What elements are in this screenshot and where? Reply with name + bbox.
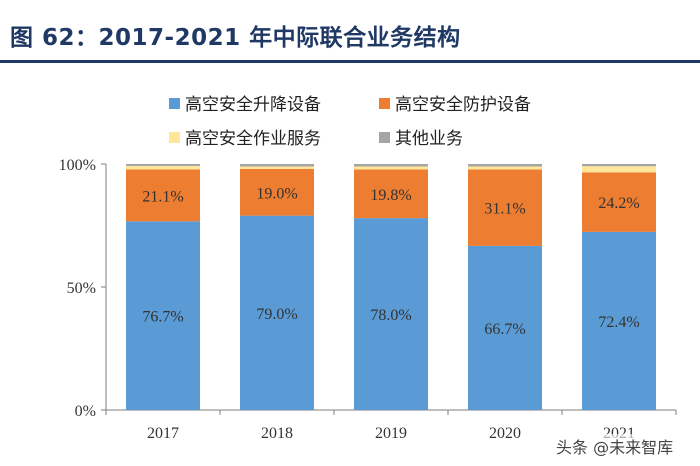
chart-title: 图 62：2017-2021 年中际联合业务结构 [10, 25, 461, 51]
bar-segment [126, 165, 200, 170]
bar-segment [582, 166, 656, 173]
legend-label-1: 高空安全升降设备 [185, 95, 321, 115]
bar-segment [240, 215, 314, 410]
bar-segment [354, 164, 428, 167]
bar-segment [582, 164, 656, 167]
data-label: 79.0% [256, 306, 297, 323]
bar-segment [468, 169, 542, 246]
data-label: 19.8% [370, 187, 411, 204]
bar-segment [240, 164, 314, 167]
bar-segment [354, 166, 428, 170]
data-label: 31.1% [484, 201, 525, 218]
legend-label-4: 其他业务 [395, 129, 463, 149]
legend-label-2: 高空安全防护设备 [395, 95, 531, 115]
data-label: 78.0% [370, 307, 411, 324]
data-label: 19.0% [256, 185, 297, 202]
bars [126, 164, 656, 410]
legend-swatch-3 [169, 132, 180, 143]
bar-segment [468, 245, 542, 410]
x-tick-label: 2019 [375, 425, 407, 442]
bar-segment [126, 164, 200, 166]
axes: 0%50%100%20172018201920202021 [59, 157, 677, 442]
bar-segment [582, 231, 656, 410]
bar-segment [354, 169, 428, 219]
y-tick-label: 100% [59, 157, 96, 174]
bar-segment [582, 172, 656, 232]
x-tick-label: 2018 [261, 425, 293, 442]
data-label: 66.7% [484, 321, 525, 338]
x-tick-label: 2017 [147, 425, 179, 442]
data-label: 24.2% [598, 195, 639, 212]
legend-swatch-1 [169, 98, 180, 109]
data-labels: 76.7% 21.1% 79.0% 19.0% 78.0% 19.8% 66.7% 31.1%… [142, 185, 639, 338]
x-tick-label: 2020 [489, 425, 521, 442]
bar-segment [354, 218, 428, 410]
data-label: 76.7% [142, 309, 183, 326]
data-label: 72.4% [598, 314, 639, 331]
bar-segment [468, 164, 542, 167]
legend-swatch-2 [379, 98, 390, 109]
bar-segment [126, 221, 200, 410]
y-tick-label: 0% [75, 403, 96, 420]
bar-segment [240, 166, 314, 169]
bar-segment [126, 169, 200, 222]
data-label: 21.1% [142, 188, 183, 205]
watermark: 头条 @未来智库 [556, 434, 674, 458]
y-tick-label: 50% [67, 280, 96, 297]
legend-label-3: 高空安全作业服务 [185, 129, 321, 149]
bar-segment [468, 166, 542, 170]
title-rule [0, 60, 700, 63]
bar-segment [240, 168, 314, 216]
legend-swatch-4 [379, 132, 390, 143]
